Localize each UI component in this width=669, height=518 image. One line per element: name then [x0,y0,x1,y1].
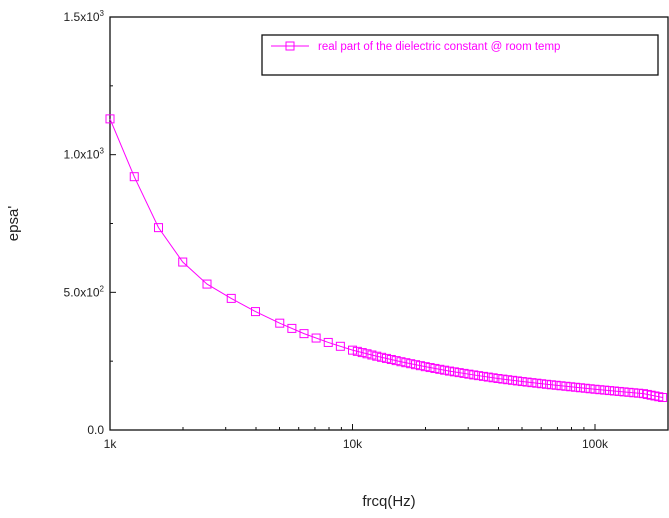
data-point [348,345,358,355]
data-point [202,279,212,289]
data-point [512,376,522,386]
data-point [527,378,537,388]
data-point [503,375,513,385]
data-point [532,378,542,388]
data-point [440,365,450,375]
data-point [335,341,345,351]
data-point [464,369,474,379]
x-tick-label: 1k [104,437,118,451]
data-point [372,351,382,361]
data-point [522,377,532,387]
data-point [105,114,115,124]
data-point [430,363,440,373]
data-point [590,384,600,394]
data-point [508,375,518,385]
y-tick-label: 5.0x102 [64,284,105,299]
data-point [609,386,619,396]
data-point [381,353,391,363]
data-point [449,367,459,377]
series-line [109,118,663,399]
data-point [415,361,425,371]
data-point [275,318,285,328]
data-point [420,362,430,372]
y-tick-label: 1.5x103 [64,9,105,24]
data-point [580,383,590,393]
data-point [542,379,552,389]
legend-marker [285,41,295,51]
data-point [551,380,561,390]
data-point [493,374,503,384]
data-point [634,388,644,398]
data-point [362,349,372,359]
data-point [250,307,260,317]
x-tick-label: 100k [582,437,609,451]
data-point [605,386,615,396]
data-point [654,392,664,402]
data-point [469,370,479,380]
data-point [367,350,377,360]
legend-label: real part of the dielectric constant @ r… [318,41,560,53]
data-point [129,172,139,182]
legend: real part of the dielectric constant @ r… [261,34,659,76]
data-point [619,387,629,397]
data-point [595,385,605,395]
data-point [396,357,406,367]
data-point [478,371,488,381]
data-point [556,381,566,391]
y-axis-ticks: 0.0 5.0x102 1.0x103 1.5x103 [64,9,116,437]
data-point [624,387,634,397]
data-point [614,386,624,396]
y-tick-label: 0.0 [87,423,104,437]
legend-box [261,34,659,76]
series-layer [105,114,668,403]
data-point [323,337,333,347]
data-point [357,348,367,358]
data-point [178,257,188,267]
data-point [488,373,498,383]
data-point [352,346,362,356]
data-point [566,382,576,392]
data-point [391,356,401,366]
data-point [287,323,297,333]
data-point [575,383,585,393]
data-point [483,372,493,382]
data-point [561,381,571,391]
data-point [311,333,321,343]
data-point [226,293,236,303]
data-point [585,384,595,394]
data-point [445,366,455,376]
data-point [154,223,164,233]
x-axis-ticks: 1k 10k 100k [104,424,669,451]
data-point [571,382,581,392]
data-point [474,371,484,381]
data-point [498,374,508,384]
data-point [600,385,610,395]
data-point [459,368,469,378]
y-axis-title: epsa' [5,206,22,242]
data-point [377,352,387,362]
y-tick-label: 1.0x103 [64,147,105,162]
data-point [406,359,416,369]
data-point [629,388,639,398]
data-point [454,368,464,378]
plot-frame [109,16,669,431]
data-point [435,364,445,374]
data-point [546,380,556,390]
data-point [386,355,396,365]
data-point [517,377,527,387]
data-point [425,363,435,373]
data-point [537,379,547,389]
data-point [299,329,309,339]
data-point [411,360,421,370]
x-axis-title: frcq(Hz) [362,493,415,510]
data-point [401,358,411,368]
x-tick-label: 10k [343,437,363,451]
